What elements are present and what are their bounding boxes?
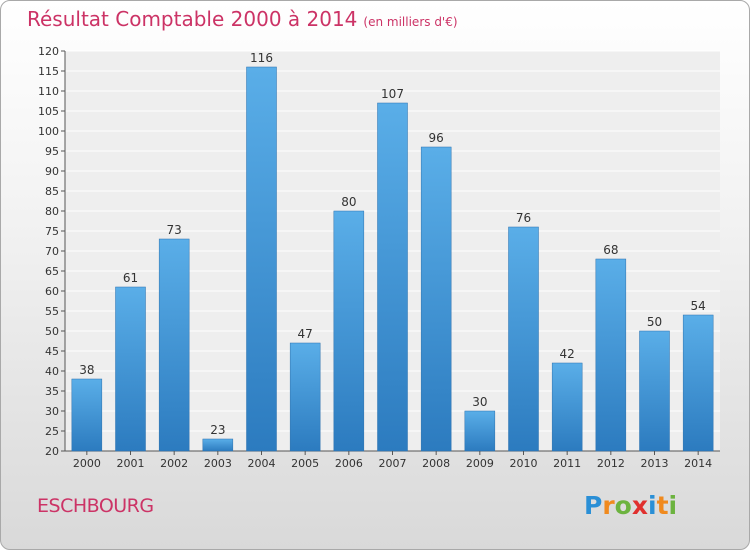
data-label: 76	[516, 211, 531, 225]
logo-letter: P	[584, 491, 603, 520]
data-label: 61	[123, 271, 138, 285]
y-tick-label: 105	[38, 105, 59, 118]
y-tick-label: 85	[45, 185, 59, 198]
x-tick-label: 2011	[553, 457, 581, 470]
logo-letter: i	[668, 491, 678, 520]
x-tick-label: 2007	[379, 457, 407, 470]
y-tick-label: 25	[45, 425, 59, 438]
bar	[377, 102, 408, 452]
bar	[551, 362, 583, 452]
data-label: 50	[647, 315, 662, 329]
x-tick-label: 2003	[204, 457, 232, 470]
y-tick-label: 35	[45, 385, 59, 398]
y-tick-label: 120	[38, 45, 59, 58]
chart-title: Résultat Comptable 2000 à 2014 (en millie…	[27, 7, 458, 31]
data-label: 42	[560, 347, 575, 361]
x-tick-label: 2012	[597, 457, 625, 470]
bar	[289, 342, 321, 452]
bar	[595, 258, 627, 452]
x-tick-label: 2002	[160, 457, 188, 470]
bar	[158, 238, 190, 452]
data-label: 30	[472, 395, 487, 409]
y-tick-label: 90	[45, 165, 59, 178]
y-tick-label: 20	[45, 445, 59, 458]
x-tick-label: 2014	[684, 457, 712, 470]
x-tick-label: 2001	[117, 457, 145, 470]
bar	[115, 286, 146, 452]
x-tick-label: 2008	[422, 457, 450, 470]
data-label: 80	[341, 195, 356, 209]
logo-letter: t	[656, 491, 669, 520]
y-tick-label: 95	[45, 145, 59, 158]
bar	[71, 378, 103, 452]
y-tick-label: 75	[45, 225, 59, 238]
x-tick-label: 2009	[466, 457, 494, 470]
data-label: 73	[167, 223, 182, 237]
logo-letter: o	[614, 491, 632, 520]
x-tick-label: 2000	[73, 457, 101, 470]
y-tick-label: 30	[45, 405, 59, 418]
x-tick-label: 2006	[335, 457, 363, 470]
data-label: 38	[79, 363, 94, 377]
bar	[682, 314, 714, 452]
data-label: 54	[691, 299, 706, 313]
data-label: 23	[210, 423, 225, 437]
bar	[246, 66, 277, 452]
data-label: 68	[603, 243, 618, 257]
bar	[420, 146, 452, 452]
proxiti-logo: Proxiti	[584, 491, 677, 520]
bar	[464, 410, 496, 452]
x-tick-label: 2004	[248, 457, 276, 470]
y-tick-label: 115	[38, 65, 59, 78]
logo-letter: r	[602, 491, 615, 520]
bar	[639, 330, 670, 452]
y-tick-label: 100	[38, 125, 59, 138]
x-tick-label: 2013	[641, 457, 669, 470]
bar	[333, 210, 365, 452]
y-tick-label: 70	[45, 245, 59, 258]
logo-letter: i	[648, 491, 657, 520]
data-label: 107	[381, 87, 404, 101]
x-tick-label: 2010	[510, 457, 538, 470]
y-tick-label: 110	[38, 85, 59, 98]
bar	[508, 226, 539, 452]
bar	[202, 438, 234, 452]
chart-subtitle: (en milliers d'€)	[363, 15, 458, 29]
y-tick-label: 60	[45, 285, 59, 298]
data-label: 96	[429, 131, 444, 145]
y-tick-label: 40	[45, 365, 59, 378]
y-tick-label: 50	[45, 325, 59, 338]
y-tick-label: 45	[45, 345, 59, 358]
data-label: 47	[298, 327, 313, 341]
x-tick-label: 2005	[291, 457, 319, 470]
logo-letter: x	[631, 491, 648, 520]
y-tick-label: 55	[45, 305, 59, 318]
y-tick-label: 65	[45, 265, 59, 278]
data-label: 116	[250, 51, 273, 65]
y-tick-label: 80	[45, 205, 59, 218]
chart-title-text: Résultat Comptable 2000 à 2014	[27, 7, 358, 31]
town-name: ESCHBOURG	[37, 495, 154, 517]
